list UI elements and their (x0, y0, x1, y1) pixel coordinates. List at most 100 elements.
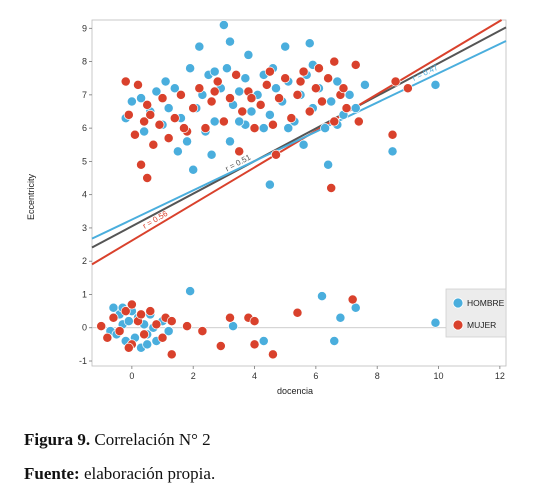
data-point-mujer (182, 321, 193, 332)
y-tick-label: -1 (79, 356, 87, 366)
data-point-hombre (151, 86, 162, 97)
data-point-mujer (274, 93, 285, 104)
data-point-mujer (249, 123, 260, 134)
data-point-mujer (295, 76, 306, 87)
data-point-mujer (142, 99, 153, 110)
data-point-mujer (102, 332, 113, 343)
data-point-hombre (387, 146, 398, 157)
data-point-hombre (169, 83, 180, 94)
data-point-mujer (142, 173, 153, 183)
data-point-mujer (326, 183, 337, 193)
data-point-hombre (283, 123, 294, 134)
data-point-mujer (157, 332, 168, 343)
data-point-hombre (317, 291, 327, 302)
data-point-hombre (359, 79, 370, 90)
data-point-hombre (234, 116, 245, 127)
data-point-mujer (139, 329, 150, 340)
legend-label-hombre: HOMBRE (467, 298, 505, 308)
data-point-hombre (323, 159, 334, 170)
data-point-mujer (231, 69, 242, 80)
data-point-mujer (261, 79, 272, 90)
data-point-hombre (188, 164, 199, 175)
legend-marker-mujer (452, 319, 464, 331)
data-point-mujer (249, 339, 260, 350)
y-tick-label: 6 (82, 123, 87, 133)
x-tick-label: 0 (129, 371, 134, 381)
data-point-mujer (353, 116, 364, 127)
x-tick-label: 8 (375, 371, 380, 381)
data-point-mujer (194, 83, 205, 94)
source-caption: Fuente: elaboración propia. (24, 464, 215, 484)
data-point-mujer (108, 312, 119, 323)
data-point-mujer (197, 326, 208, 337)
data-point-hombre (182, 136, 193, 147)
y-tick-label: 8 (82, 57, 87, 67)
source-text: elaboración propia. (83, 464, 216, 483)
data-point-hombre (172, 146, 183, 157)
data-point-hombre (271, 83, 281, 94)
data-point-mujer (126, 299, 137, 310)
y-tick-label: 1 (82, 289, 87, 299)
x-tick-label: 10 (434, 371, 444, 381)
legend: HOMBRE MUJER (445, 288, 507, 338)
data-point-mujer (390, 76, 401, 87)
figure-caption: Figura 9. Correlación N° 2 (24, 430, 211, 450)
data-point-hombre (430, 317, 441, 328)
data-point-hombre (326, 96, 337, 107)
data-point-hombre (430, 79, 441, 90)
figure-label: Figura 9. (24, 430, 91, 449)
fit-line (91, 26, 507, 249)
fit-line (91, 19, 503, 266)
data-point-hombre (194, 41, 205, 52)
data-point-hombre (163, 326, 174, 337)
data-point-hombre (240, 73, 251, 84)
data-point-mujer (350, 59, 361, 70)
data-point-hombre (258, 123, 269, 134)
data-point-mujer (329, 56, 340, 67)
data-point-mujer (267, 119, 278, 130)
plot-frame (91, 19, 507, 367)
data-point-mujer (212, 76, 223, 87)
data-point-mujer (402, 83, 413, 94)
data-point-hombre (246, 106, 257, 117)
data-points (96, 20, 505, 360)
data-point-mujer (139, 116, 150, 127)
fit-lines (91, 19, 507, 266)
y-tick-label: 0 (82, 323, 87, 333)
data-point-hombre (142, 339, 153, 350)
y-tick-label: 5 (82, 156, 87, 166)
x-tick-label: 12 (495, 371, 505, 381)
y-tick-label: 4 (82, 190, 87, 200)
data-point-mujer (136, 159, 147, 170)
data-point-mujer (145, 306, 156, 317)
y-tick-label: 7 (82, 90, 87, 100)
data-point-hombre (185, 63, 196, 74)
data-point-mujer (234, 146, 245, 157)
data-point-mujer (114, 326, 125, 337)
data-point-mujer (313, 63, 324, 74)
data-point-hombre (243, 49, 254, 60)
y-axis-label: Eccentricity (26, 173, 36, 220)
data-point-hombre (139, 126, 150, 137)
data-point-hombre (350, 302, 361, 313)
data-point-mujer (292, 89, 303, 100)
data-point-mujer (148, 139, 159, 150)
data-point-hombre (280, 41, 291, 52)
data-point-mujer (298, 66, 309, 77)
data-point-mujer (200, 123, 211, 134)
data-point-hombre (258, 336, 269, 346)
data-point-mujer (225, 93, 235, 104)
data-point-hombre (136, 93, 147, 104)
data-point-mujer (120, 306, 131, 317)
data-point-mujer (133, 79, 143, 90)
data-point-mujer (188, 103, 199, 114)
data-point-mujer (280, 73, 291, 84)
data-point-mujer (151, 319, 162, 330)
data-point-hombre (234, 86, 245, 97)
data-point-mujer (249, 316, 260, 327)
data-point-mujer (179, 123, 189, 134)
data-point-hombre (123, 316, 134, 327)
data-point-mujer (338, 83, 349, 94)
data-point-hombre (228, 321, 239, 332)
